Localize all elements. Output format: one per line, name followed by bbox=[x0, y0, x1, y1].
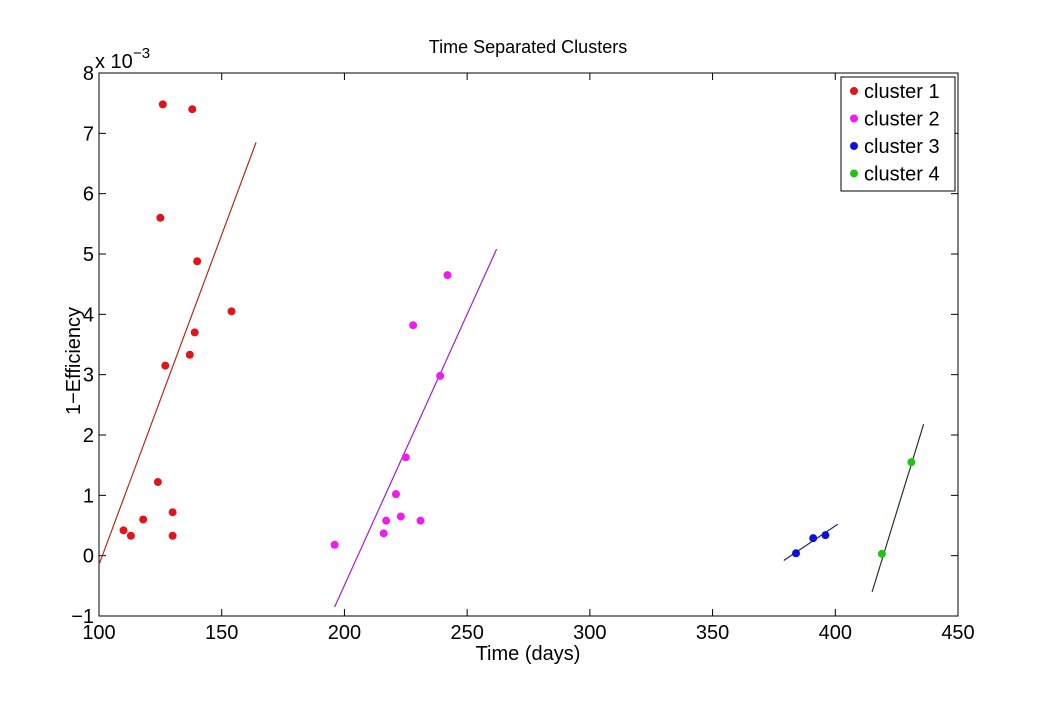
legend-marker-cluster-1 bbox=[850, 87, 858, 95]
cluster-4-series bbox=[871, 423, 925, 593]
x-tick-label: 250 bbox=[450, 622, 483, 644]
cluster-3-point bbox=[821, 531, 830, 540]
y-tick-label: 0 bbox=[83, 546, 94, 568]
x-tick-label: 350 bbox=[696, 622, 729, 644]
cluster-2-point bbox=[443, 271, 452, 280]
cluster-2-fit-line bbox=[334, 248, 498, 608]
cluster-1-point bbox=[126, 531, 135, 540]
cluster-1-point bbox=[190, 328, 199, 337]
cluster-2-point bbox=[436, 371, 445, 380]
cluster-1-point bbox=[168, 531, 177, 540]
y-axis-label: 1−Efficiency bbox=[63, 307, 85, 415]
plot-area: 100 150 200 250 300 350 400 450 −1 0 1 2 3 4 5 6 7 8 bbox=[71, 63, 975, 644]
chart-title: Time Separated Clusters bbox=[429, 37, 627, 57]
cluster-1-point bbox=[168, 508, 177, 517]
x-tick-label: 100 bbox=[82, 622, 115, 644]
cluster-3-series bbox=[783, 523, 839, 561]
x-tick-label: 300 bbox=[573, 622, 606, 644]
legend-marker-cluster-3 bbox=[850, 142, 858, 150]
x-tick-label: 200 bbox=[328, 622, 361, 644]
y-tick-label: 5 bbox=[83, 244, 94, 266]
cluster-1-fit-line bbox=[98, 142, 257, 565]
cluster-2-point bbox=[382, 516, 391, 525]
cluster-1-point bbox=[188, 105, 197, 114]
cluster-3-point bbox=[792, 549, 801, 558]
y-tick-label: 1 bbox=[83, 485, 94, 507]
y-tick-label: 3 bbox=[83, 365, 94, 387]
x-tick-label: 450 bbox=[941, 622, 974, 644]
x-tick-label: 150 bbox=[205, 622, 238, 644]
cluster-2-point bbox=[379, 529, 388, 538]
legend-label-cluster-3: cluster 3 bbox=[864, 136, 940, 158]
y-tick-label: 4 bbox=[83, 304, 94, 326]
cluster-1-point bbox=[156, 213, 165, 222]
cluster-2-point bbox=[396, 512, 405, 521]
y-axis-exponent: x 10 −3 bbox=[95, 45, 150, 73]
x-axis-label: Time (days) bbox=[476, 643, 581, 665]
y-tick-label: −1 bbox=[71, 606, 94, 628]
cluster-1-point bbox=[158, 100, 167, 109]
axes-box bbox=[98, 72, 959, 617]
y-exponent-base: x 10 bbox=[95, 51, 133, 73]
legend: cluster 1 cluster 2 cluster 3 cluster 4 bbox=[840, 76, 956, 192]
cluster-1-point bbox=[193, 257, 202, 266]
cluster-2-series bbox=[330, 248, 498, 608]
cluster-4-fit-line bbox=[871, 423, 925, 593]
cluster-4-point bbox=[877, 549, 886, 558]
cluster-4-point bbox=[907, 458, 916, 467]
legend-marker-cluster-2 bbox=[850, 114, 858, 123]
legend-label-cluster-2: cluster 2 bbox=[864, 109, 940, 131]
cluster-2-point bbox=[391, 490, 400, 499]
cluster-3-fit-line bbox=[783, 523, 839, 561]
legend-label-cluster-4: cluster 4 bbox=[864, 164, 940, 186]
cluster-2-point bbox=[330, 540, 339, 549]
cluster-1-point bbox=[161, 361, 170, 370]
cluster-1-point bbox=[227, 307, 236, 316]
cluster-2-point bbox=[401, 453, 410, 462]
legend-marker-cluster-4 bbox=[850, 169, 858, 178]
y-tick-label: 6 bbox=[83, 184, 94, 206]
x-tick-label: 400 bbox=[819, 622, 852, 644]
y-tick-label: 2 bbox=[83, 425, 94, 447]
cluster-1-point bbox=[153, 478, 162, 487]
y-tick-label: 7 bbox=[83, 123, 94, 145]
cluster-2-point bbox=[416, 516, 425, 525]
cluster-1-point bbox=[139, 515, 148, 524]
y-tick-label: 8 bbox=[83, 63, 94, 85]
cluster-2-point bbox=[409, 321, 418, 330]
cluster-1-point bbox=[185, 350, 194, 359]
legend-label-cluster-1: cluster 1 bbox=[864, 81, 940, 103]
cluster-1-point bbox=[119, 526, 128, 535]
cluster-1-series bbox=[98, 100, 257, 565]
cluster-3-point bbox=[809, 534, 818, 543]
legend-box bbox=[840, 76, 956, 192]
y-exponent-power: −3 bbox=[133, 45, 150, 62]
